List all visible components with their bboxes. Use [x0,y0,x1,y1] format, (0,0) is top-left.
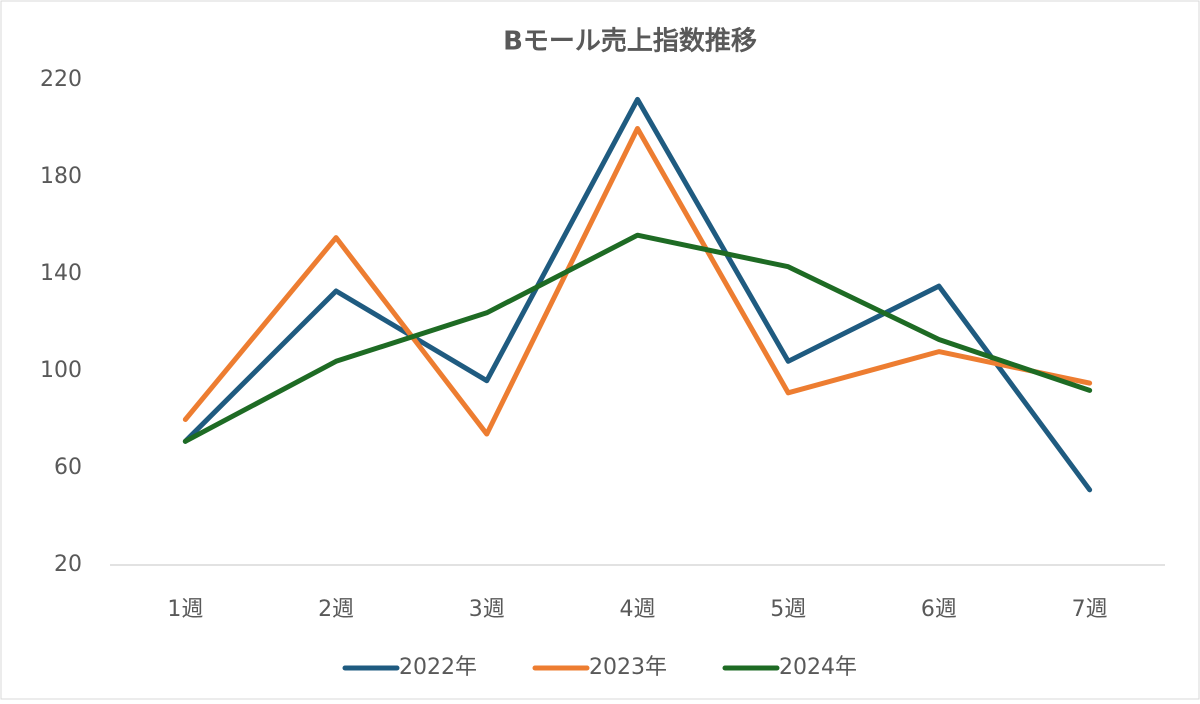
x-tick-label: 2週 [318,597,354,622]
y-tick-label: 60 [54,455,82,480]
x-tick-label: 3週 [469,597,505,622]
x-tick-label: 5週 [770,597,806,622]
legend-label: 2024年 [779,655,857,680]
y-tick-label: 180 [40,164,82,189]
chart-title: Bモール売上指数推移 [503,27,757,57]
y-tick-label: 20 [54,552,82,577]
x-tick-label: 4週 [620,597,656,622]
y-tick-label: 220 [40,67,82,92]
series-line [182,232,1093,444]
series-line [182,96,1093,493]
y-tick-label: 100 [40,358,82,383]
legend-label: 2023年 [589,655,667,680]
legend-label: 2022年 [399,655,477,680]
y-tick-label: 140 [40,261,82,286]
x-tick-label: 6週 [921,597,957,622]
x-tick-label: 1週 [167,597,203,622]
series-line [182,126,1093,437]
x-tick-label: 7週 [1072,597,1108,622]
